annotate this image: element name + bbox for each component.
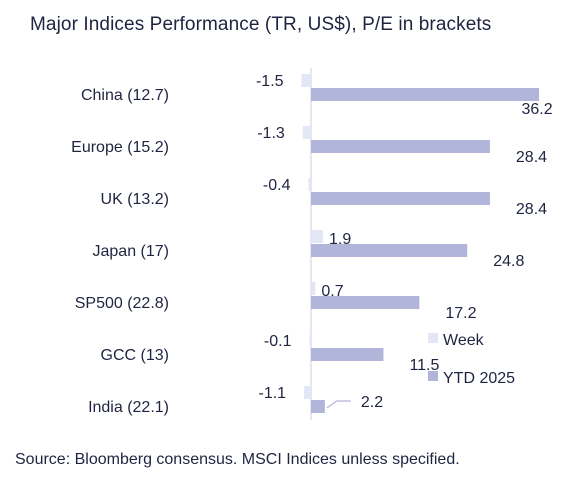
week-value-label: -1.1 (258, 385, 286, 402)
legend-label-week: Week (443, 332, 485, 349)
week-value-label: 1.9 (329, 231, 351, 248)
category-label: India (22.1) (88, 399, 169, 416)
ytd-value-label: 17.2 (445, 305, 476, 322)
legend-swatch-week (428, 333, 438, 343)
week-value-label: -0.1 (264, 333, 292, 350)
ytd-leader-line (326, 400, 351, 409)
category-label: Europe (15.2) (71, 139, 169, 156)
category-label: GCC (13) (101, 347, 169, 364)
week-bar (311, 230, 323, 243)
chart-title: Major Indices Performance (TR, US$), P/E… (30, 14, 492, 35)
ytd-value-label: 11.5 (409, 357, 439, 374)
ytd-value-label: 24.8 (493, 253, 524, 270)
ytd-value-label: 36.2 (521, 101, 552, 118)
ytd-bar (311, 348, 384, 361)
ytd-bar (311, 140, 490, 153)
week-value-label: -1.5 (256, 73, 284, 90)
week-bar (301, 74, 311, 87)
category-label: Japan (17) (93, 243, 170, 260)
category-label: SP500 (22.8) (75, 295, 169, 312)
ytd-value-label: 28.4 (516, 201, 547, 218)
week-bar (304, 386, 311, 399)
ytd-bar (311, 88, 540, 101)
ytd-value-label: 2.2 (361, 394, 383, 411)
legend-swatch-ytd (428, 371, 438, 381)
ytd-bar (311, 244, 468, 257)
week-bar (311, 282, 316, 295)
week-bar (309, 334, 311, 347)
week-bar (308, 178, 311, 191)
week-bar (302, 126, 311, 139)
week-value-label: 0.7 (321, 283, 343, 300)
week-value-label: -1.3 (257, 125, 285, 142)
legend-label-ytd: YTD 2025 (443, 370, 515, 387)
source-note: Source: Bloomberg consensus. MSCI Indice… (15, 451, 460, 468)
category-label: UK (13.2) (101, 191, 169, 208)
ytd-bar (311, 192, 490, 205)
category-label: China (12.7) (81, 87, 169, 104)
ytd-bar (311, 296, 420, 309)
ytd-bar (311, 400, 325, 413)
ytd-value-label: 28.4 (516, 149, 547, 166)
week-value-label: -0.4 (263, 177, 291, 194)
